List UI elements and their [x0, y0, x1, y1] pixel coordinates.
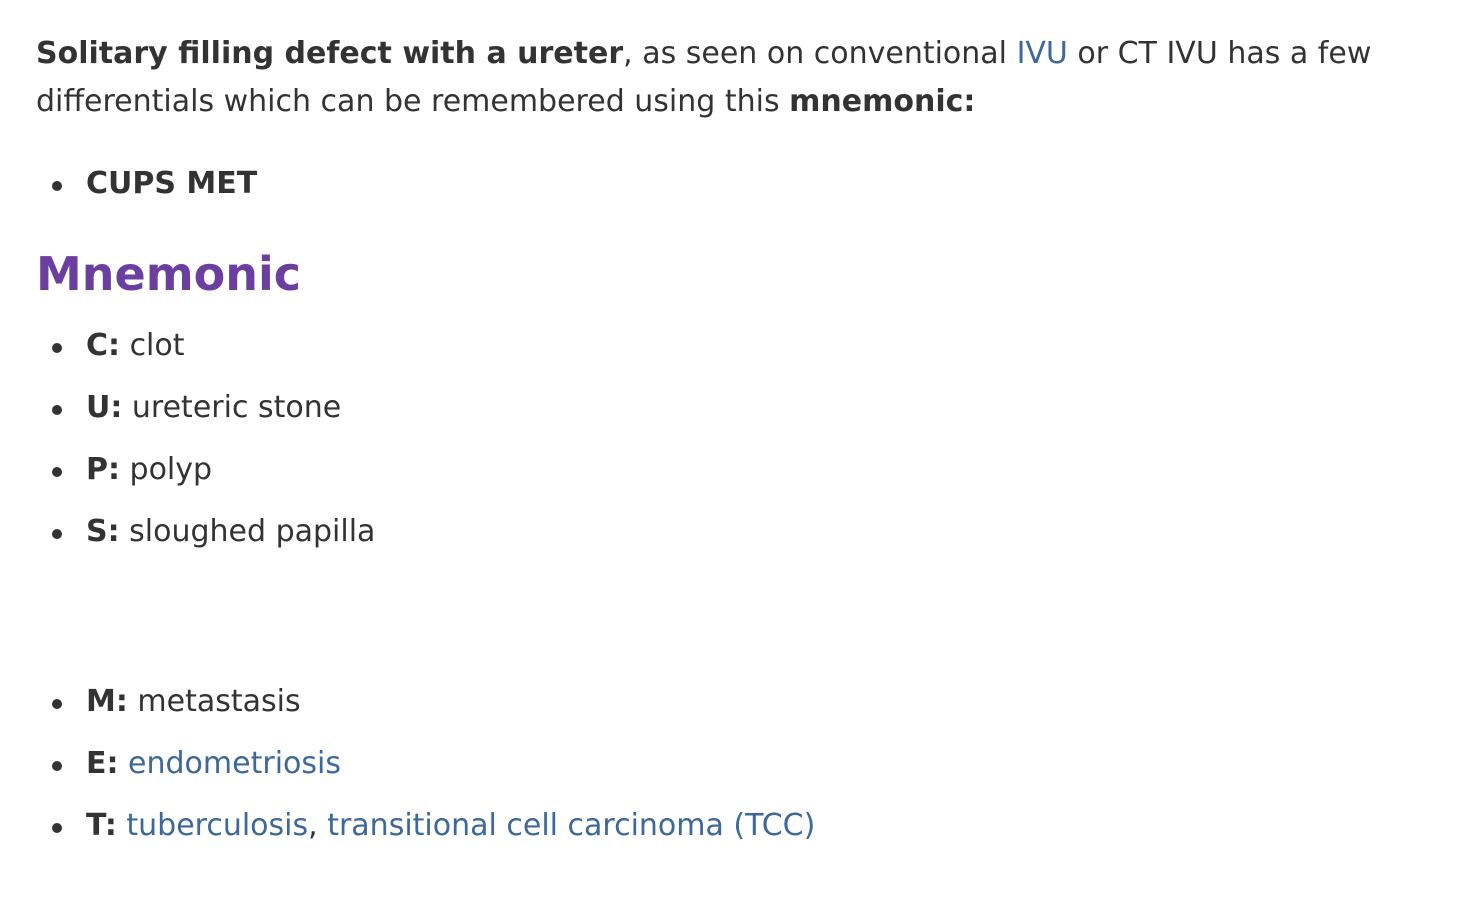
mnemonic-text: sloughed papilla: [129, 514, 376, 549]
tuberculosis-link[interactable]: tuberculosis: [126, 808, 309, 843]
intro-text-1: , as seen on conventional: [623, 36, 1017, 71]
article-content: Solitary filling defect with a ureter, a…: [36, 30, 1436, 846]
cups-met-label: CUPS MET: [86, 166, 258, 201]
summary-list: CUPS MET: [36, 164, 1436, 204]
mnemonic-letter: E:: [86, 746, 119, 781]
list-item: P: polyp: [52, 450, 1436, 490]
mnemonic-letter: T:: [86, 808, 117, 843]
intro-bold-lead: Solitary filling defect with a ureter: [36, 36, 624, 71]
mnemonic-letter: M:: [86, 684, 128, 719]
mnemonic-heading: Mnemonic: [36, 247, 302, 301]
mnemonic-letter: C:: [86, 328, 121, 363]
list-item: CUPS MET: [52, 164, 1436, 204]
link-separator: ,: [308, 808, 328, 843]
mnemonic-list-continued: M: metastasis E: endometriosis T: tuberc…: [36, 682, 1436, 846]
list-item: E: endometriosis: [52, 744, 1436, 784]
mnemonic-text: clot: [129, 328, 185, 363]
mnemonic-text: metastasis: [137, 684, 301, 719]
tcc-link[interactable]: transitional cell carcinoma (TCC): [327, 808, 816, 843]
mnemonic-letter: S:: [86, 514, 120, 549]
ivu-link[interactable]: IVU: [1016, 36, 1068, 71]
intro-paragraph: Solitary filling defect with a ureter, a…: [36, 30, 1436, 126]
list-item: C: clot: [52, 326, 1436, 366]
mnemonic-text: ureteric stone: [131, 390, 342, 425]
list-item: S: sloughed papilla: [52, 512, 1436, 552]
list-item: T: tuberculosis, transitional cell carci…: [52, 806, 1436, 846]
list-item: M: metastasis: [52, 682, 1436, 722]
mnemonic-letter: P:: [86, 452, 120, 487]
mnemonic-letter: U:: [86, 390, 123, 425]
intro-text-2: or CT IVU has a few differentials which …: [36, 36, 1372, 119]
intro-bold-tail: mnemonic:: [789, 84, 976, 119]
mnemonic-text: polyp: [129, 452, 213, 487]
list-item: U: ureteric stone: [52, 388, 1436, 428]
endometriosis-link[interactable]: endometriosis: [128, 746, 341, 781]
mnemonic-list: C: clot U: ureteric stone P: polyp S: sl…: [36, 326, 1436, 552]
